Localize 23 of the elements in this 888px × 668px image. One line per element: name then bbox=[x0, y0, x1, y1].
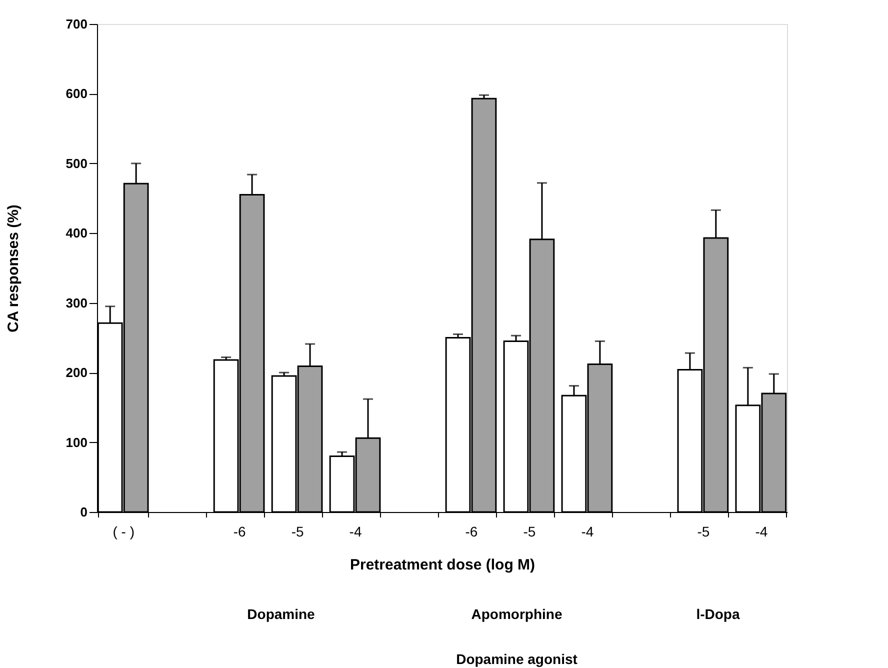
y-axis-title: CA responses (%) bbox=[4, 204, 22, 332]
x-tick-label: ( - ) bbox=[112, 524, 134, 540]
y-tick-label: 300 bbox=[66, 295, 88, 310]
y-tick-label: 0 bbox=[80, 504, 88, 520]
y-tick-label: 500 bbox=[66, 156, 88, 171]
text: Apomorphine bbox=[471, 606, 562, 622]
text: Dopamine agonist bbox=[456, 651, 578, 667]
x-tick-label: -4 bbox=[581, 524, 594, 540]
text: l-Dopa bbox=[696, 606, 740, 622]
x-axis-title: Pretreatment dose (log M) bbox=[350, 556, 536, 574]
x-tick-label: -5 bbox=[523, 524, 536, 540]
text: Dopamine bbox=[247, 606, 316, 622]
x-tick-label: -4 bbox=[349, 524, 362, 540]
y-tick-label: 200 bbox=[66, 365, 88, 380]
x-tick-label: -5 bbox=[291, 524, 304, 540]
x-tick-label: -6 bbox=[465, 524, 478, 540]
x-tick-label: -6 bbox=[233, 524, 246, 540]
x-tick-label: -5 bbox=[697, 524, 710, 540]
x-tick-label: -4 bbox=[755, 524, 768, 540]
y-tick-label: 700 bbox=[66, 16, 88, 32]
y-tick-label: 400 bbox=[66, 226, 88, 241]
y-tick-label: 600 bbox=[66, 86, 88, 102]
y-tick-label: 100 bbox=[66, 434, 88, 450]
